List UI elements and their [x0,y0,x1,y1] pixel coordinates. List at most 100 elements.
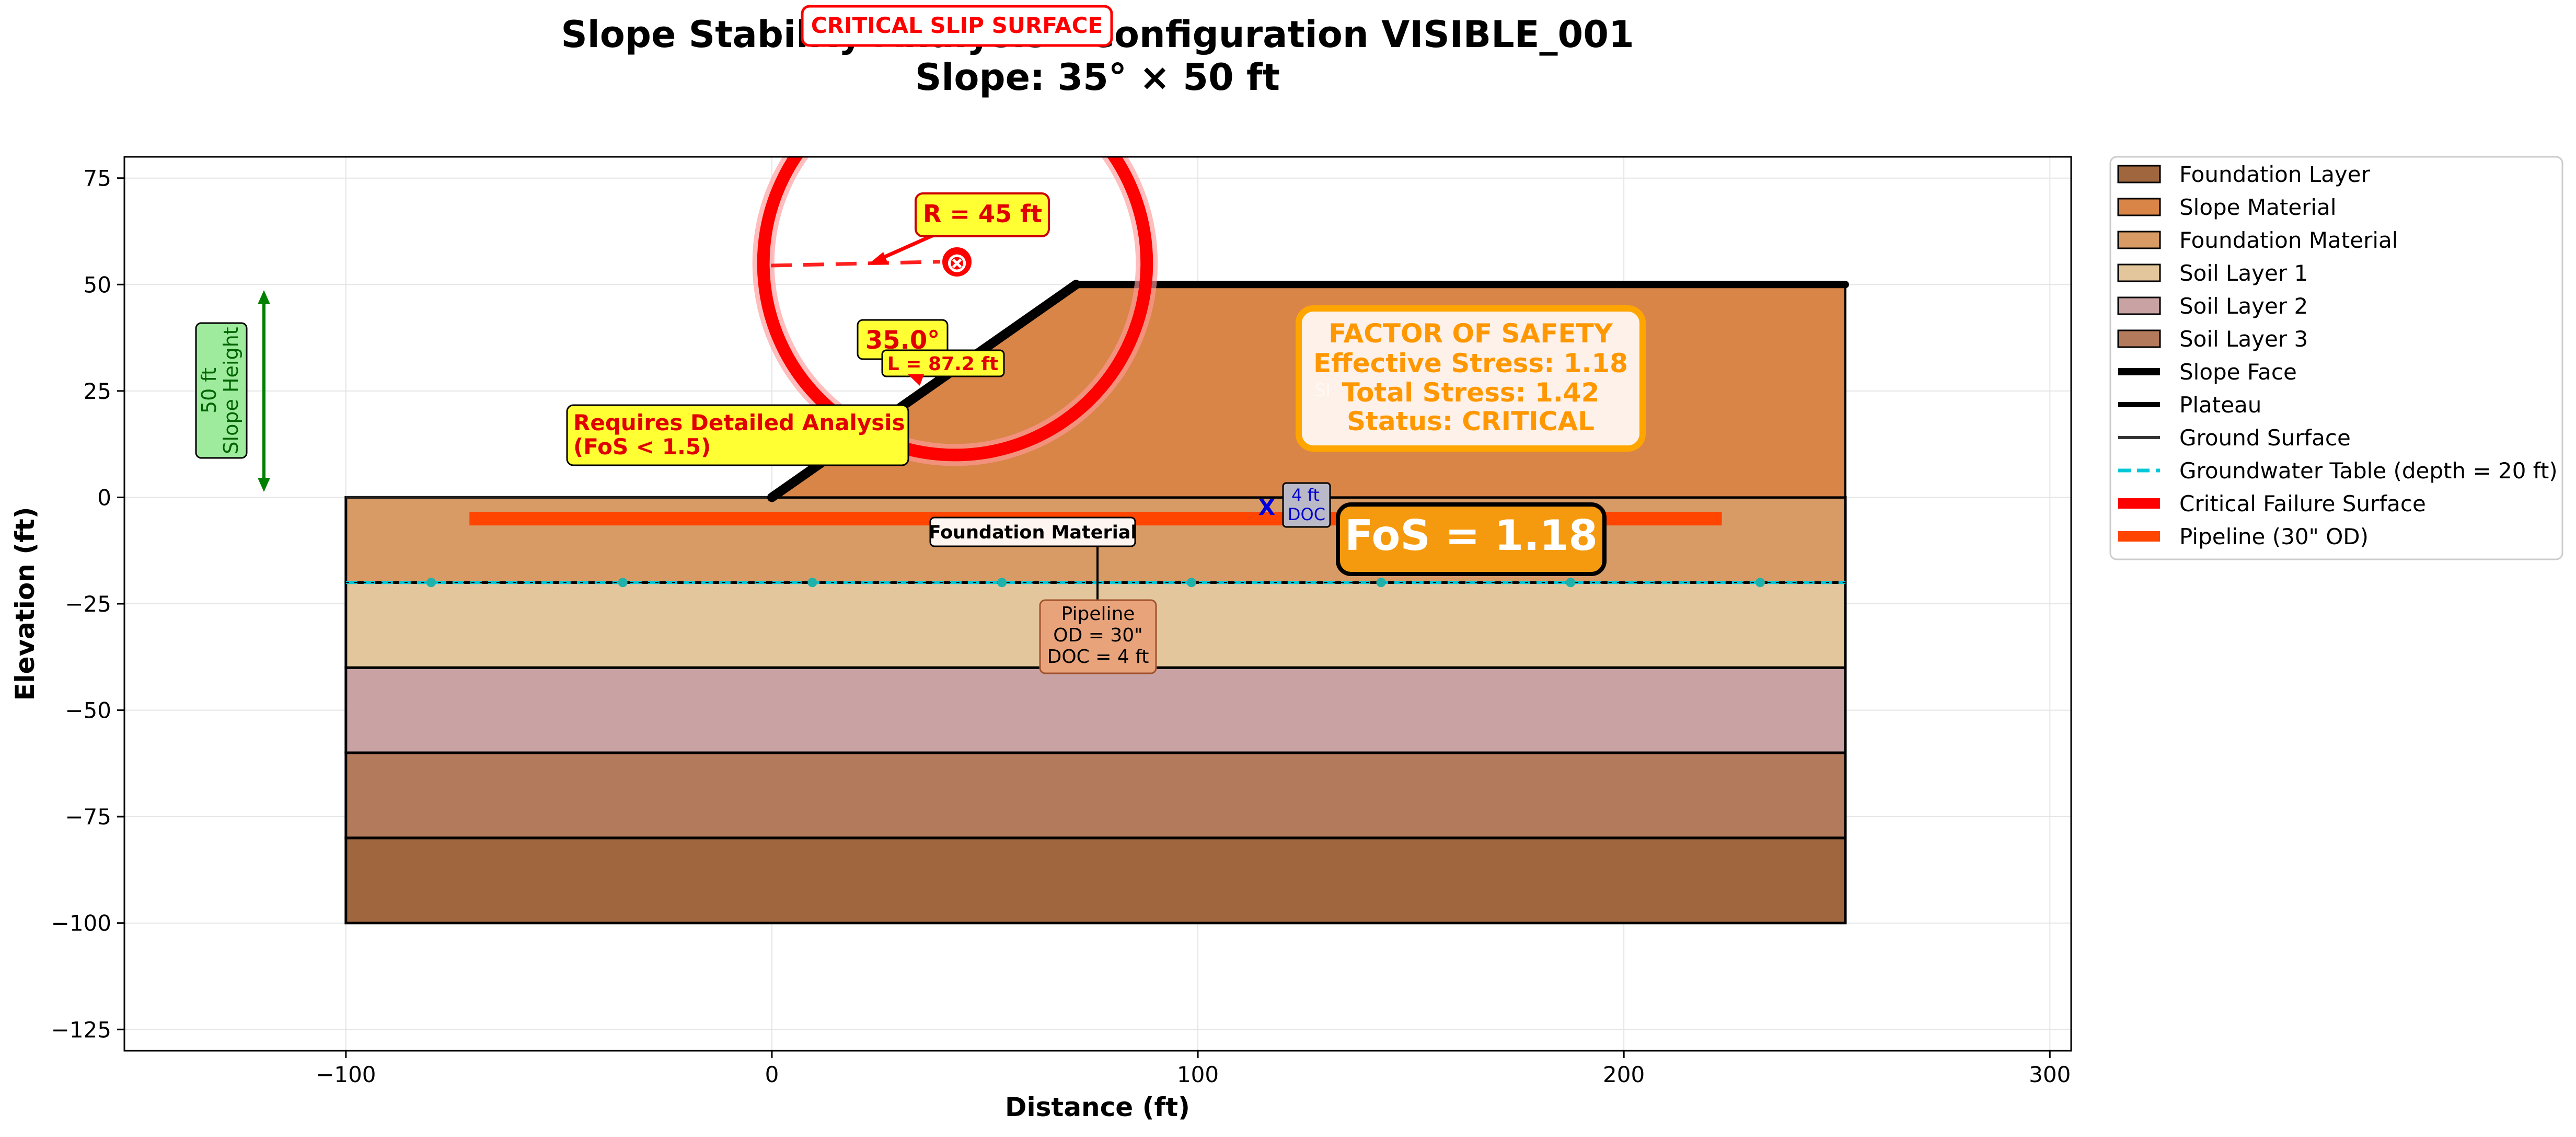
legend-item: Soil Layer 1 [2117,260,2308,286]
critical-slip-label-box [801,5,1113,47]
y-tick-label: −25 [65,591,111,617]
foundation-label: Foundation Material [929,522,1137,543]
legend-label: Groundwater Table (depth = 20 ft) [2179,458,2558,484]
pipeline-callout-box [1039,599,1157,674]
fos-info-box [1296,305,1646,452]
y-tick-label: 25 [84,378,111,404]
analysis-warning-line1: Requires Detailed Analysis [573,410,905,435]
slip-center-marker [940,245,974,279]
analysis-warning-line2: (FoS < 1.5) [573,434,711,460]
slope-height-indicator: 50 ft Slope Height [195,290,270,492]
legend-label: Critical Failure Surface [2179,491,2426,516]
pipeline-callout-line3: DOC = 4 ft [1047,646,1149,668]
x-axis-ticks: −100 0 100 200 300 [316,1051,2071,1087]
layer-soil-layer-2 [344,666,1847,754]
foundation-label-box [929,516,1136,547]
legend-item: Soil Layer 2 [2117,293,2308,319]
radius-arrow [877,231,939,262]
slope-height-text: Slope Height [220,327,242,454]
legend-label: Soil Layer 3 [2179,326,2308,352]
legend-swatch [2117,165,2161,183]
layer-soil-layer-3 [344,751,1847,840]
length-arrowhead [908,374,924,386]
doc-box [1282,482,1331,528]
doc-box-value: 4 ft [1291,485,1320,505]
layer-foundation-layer [344,836,1847,925]
x-axis-label: Distance (ft) [1005,1092,1190,1122]
slope-height-box [195,322,248,459]
groundwater-marker [618,578,628,588]
slope-height-arrowhead-top [258,290,270,304]
legend-label: Plateau [2179,392,2261,418]
legend-label: Slope Material [2179,194,2337,220]
legend-item: Soil Layer 3 [2117,326,2308,352]
legend-label: Soil Layer 2 [2179,293,2308,319]
critical-failure-surface [757,157,1153,462]
doc-box-label: DOC [1288,504,1325,524]
y-tick-label: −100 [51,911,111,936]
groundwater-marker [1755,578,1765,588]
slope-height-value: 50 ft [198,367,221,414]
legend: Foundation Layer Slope Material Foundation… [2109,156,2563,560]
radius-label: R = 45 ft [923,200,1042,228]
analysis-warning-box [566,404,909,466]
legend-item: Slope Face [2118,359,2297,385]
legend-item: Slope Material [2117,194,2337,220]
legend-item: Foundation Material [2117,227,2398,253]
y-tick-label: −50 [65,698,111,723]
fos-badge-text: FoS = 1.18 [1345,511,1598,560]
fos-badge [1336,502,1607,576]
y-axis-ticks: 75 50 25 0 −25 −50 −75 −100 −125 [51,166,124,1042]
fos-status: Status: CRITICAL [1347,406,1595,437]
x-tick-label: 300 [2029,1062,2071,1087]
fos-info-heading: FACTOR OF SAFETY [1329,318,1613,349]
legend-item: Plateau [2118,392,2261,418]
slip-center-icon: ⊗ [945,247,968,279]
legend-item: Groundwater Table (depth = 20 ft) [2118,458,2558,484]
groundwater-marker [807,578,817,588]
annotations: 50 ft Slope Height R = 45 ft ⊗ 35.0° L =… [195,192,1646,674]
x-tick-label: −100 [316,1062,376,1087]
y-axis-label: Elevation (ft) [10,507,40,700]
length-label: L = 87.2 ft [887,353,998,375]
x-tick-label: 200 [1603,1062,1645,1087]
legend-swatch [2117,231,2161,249]
x-tick-label: 100 [1177,1062,1219,1087]
radius-arrowhead [869,252,888,265]
length-label-box [881,349,1005,377]
groundwater-marker [1566,578,1576,588]
legend-frame [2109,156,2563,560]
fos-total-stress: Total Stress: 1.42 [1342,377,1600,408]
legend-label: Slope Face [2179,359,2297,385]
slope-height-arrowhead-bottom [258,478,270,492]
legend-label: Foundation Layer [2179,162,2371,187]
y-tick-label: 50 [84,272,111,297]
legend-swatch [2117,296,2161,315]
radius-label-box [915,192,1050,237]
legend-swatch [2117,329,2161,348]
legend-swatch [2117,263,2161,282]
x-tick-label: 0 [765,1062,779,1087]
y-tick-label: −125 [51,1017,111,1042]
groundwater-marker [1186,578,1196,588]
groundwater-marker [997,578,1007,588]
pipeline-callout-line1: Pipeline [1061,603,1135,625]
y-tick-label: 75 [84,166,111,191]
legend-swatch [2117,198,2161,216]
legend-label: Soil Layer 1 [2179,260,2308,286]
chart-subtitle: Slope: 35° × 50 ft [915,56,1280,99]
doc-marker: X [1258,495,1275,520]
legend-item: Pipeline (30" OD) [2118,524,2369,549]
pipeline-callout-line2: OD = 30" [1053,625,1142,646]
critical-slip-label: CRITICAL SLIP SURFACE [811,13,1103,38]
groundwater-marker [426,578,436,588]
y-tick-label: 0 [97,485,111,510]
legend-item: Ground Surface [2118,425,2351,451]
legend-label: Pipeline (30" OD) [2179,524,2369,549]
legend-label: Foundation Material [2179,227,2398,253]
y-tick-label: −75 [65,804,111,830]
groundwater-marker [1376,578,1386,588]
legend-label: Ground Surface [2179,425,2351,451]
legend-item: Critical Failure Surface [2118,491,2426,516]
